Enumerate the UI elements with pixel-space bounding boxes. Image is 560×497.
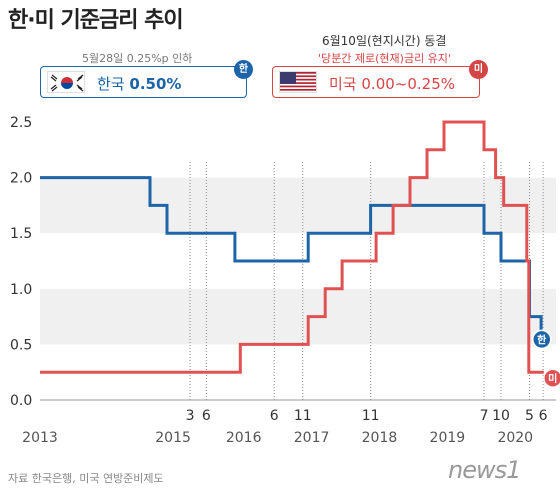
us-rate-label: 미국 0.00~0.25% [329,73,455,94]
news1-logo: news1 [448,456,521,484]
year-label: 2020 [497,430,533,446]
year-label: 2017 [294,430,330,446]
us-end-marker [543,368,560,388]
y-tick-label: 2.0 [10,171,32,187]
us-series-line [40,120,544,374]
y-tick-label: 2.5 [10,115,32,131]
korea-note: 5월28일 0.25%p 인하 [82,52,193,65]
grid-band [40,122,556,178]
year-label: 2018 [362,430,398,446]
korea-rate-box: 한국 0.50% [40,66,247,98]
y-tick-label: 1.5 [10,226,32,242]
us-note-decision: 6월10일(현지시간) 동결 [322,34,447,48]
source-note: 자료 한국은행, 미국 연방준비제도 [8,472,164,485]
month-label: 10 [492,408,510,424]
month-label: 3 [186,408,195,424]
korea-rate-label: 한국 0.50% [97,73,181,94]
korea-tag: 한 [234,60,253,79]
us-rate-box: 미국 0.00~0.25% [272,66,480,98]
month-label: 11 [294,408,312,424]
year-label: 2013 [22,430,58,446]
y-tick-label: 0.0 [10,393,32,409]
month-label: 6 [202,408,211,424]
y-tick-label: 1.0 [10,282,32,298]
us-note-policy: '당분간 제로(현재)금리 유지' [318,52,451,65]
y-tick-label: 0.5 [10,337,32,353]
us-tag: 미 [469,60,488,79]
us-flag-icon [279,71,317,93]
year-label: 2015 [155,430,191,446]
us-rate-value: 0.00~0.25% [361,75,456,93]
month-label: 6 [539,408,548,424]
month-label: 6 [270,408,279,424]
chart-title: 한·미 기준금리 추이 [8,8,184,33]
month-label: 5 [525,408,534,424]
us-label: 미국 [329,75,357,93]
year-label: 2016 [226,430,262,446]
month-label: 11 [362,408,380,424]
korea-end-marker [532,329,552,350]
grid-band [40,288,556,345]
korea-flag-icon [47,71,85,93]
korea-rate-value: 0.50% [129,75,182,93]
korea-end-label: 한 [537,334,547,346]
us-end-label: 미 [548,372,557,385]
month-label: 7 [480,408,489,424]
korea-label: 한국 [97,75,125,93]
year-label: 2019 [430,430,466,446]
